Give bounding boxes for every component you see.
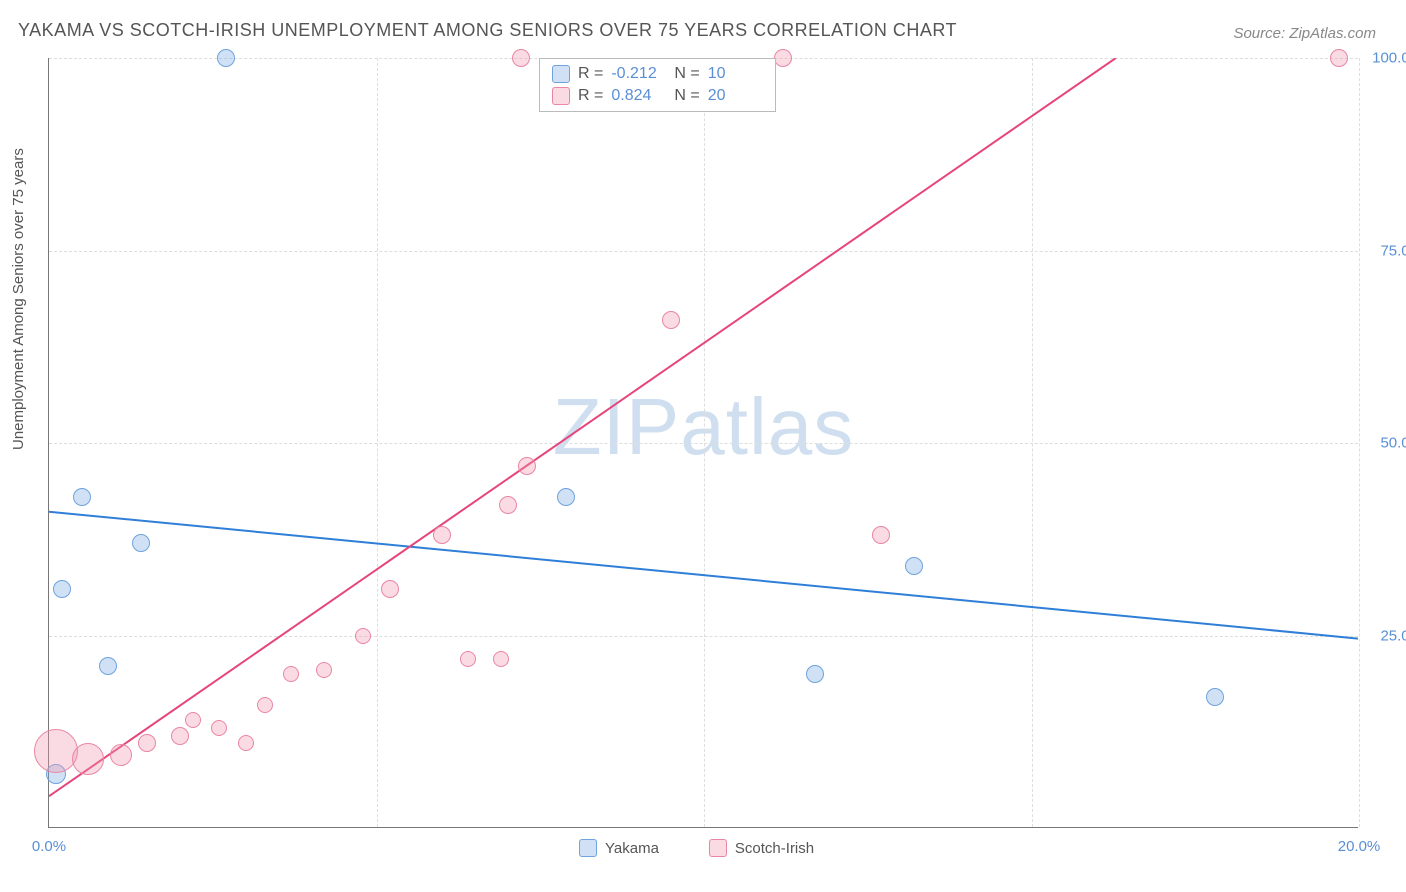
data-point (381, 580, 399, 598)
data-point (557, 488, 575, 506)
stats-r-value: -0.212 (611, 65, 666, 83)
x-tick-label: 0.0% (32, 838, 66, 855)
data-point (1206, 688, 1224, 706)
data-point (53, 580, 71, 598)
data-point (1330, 49, 1348, 67)
data-point (493, 651, 509, 667)
data-point (512, 49, 530, 67)
data-point (73, 488, 91, 506)
data-point (355, 628, 371, 644)
data-point (211, 720, 227, 736)
data-point (217, 49, 235, 67)
data-point (872, 526, 890, 544)
stats-row: R = -0.212 N = 10 (552, 63, 763, 85)
data-point (34, 729, 78, 773)
y-axis-label: Unemployment Among Seniors over 75 years (10, 148, 27, 450)
stats-row: R = 0.824 N = 20 (552, 85, 763, 107)
data-point (185, 712, 201, 728)
data-point (257, 697, 273, 713)
series-swatch (552, 65, 570, 83)
gridline-v (377, 58, 378, 827)
stats-box: R = -0.212 N = 10 R = 0.824 N = 20 (539, 58, 776, 112)
source-label: Source: ZipAtlas.com (1233, 25, 1376, 42)
data-point (499, 496, 517, 514)
stats-n-label: N = (674, 65, 699, 83)
y-tick-label: 75.0% (1380, 242, 1406, 259)
data-point (283, 666, 299, 682)
data-point (518, 457, 536, 475)
legend-item: Yakama (579, 839, 659, 857)
y-tick-label: 50.0% (1380, 435, 1406, 452)
data-point (905, 557, 923, 575)
data-point (99, 657, 117, 675)
legend-item: Scotch-Irish (709, 839, 814, 857)
stats-r-value: 0.824 (611, 87, 666, 105)
legend: Yakama Scotch-Irish (579, 839, 814, 857)
stats-n-label: N = (674, 87, 699, 105)
data-point (132, 534, 150, 552)
stats-n-value: 10 (708, 65, 763, 83)
legend-label: Scotch-Irish (735, 840, 814, 857)
data-point (72, 743, 104, 775)
watermark-zip: ZIP (553, 382, 680, 471)
stats-r-label: R = (578, 87, 603, 105)
data-point (460, 651, 476, 667)
stats-n-value: 20 (708, 87, 763, 105)
data-point (110, 744, 132, 766)
y-tick-label: 25.0% (1380, 627, 1406, 644)
watermark-atlas: atlas (680, 382, 854, 471)
trend-line (49, 58, 1116, 796)
data-point (662, 311, 680, 329)
legend-swatch (579, 839, 597, 857)
y-tick-label: 100.0% (1372, 50, 1406, 67)
x-tick-label: 20.0% (1338, 838, 1381, 855)
data-point (806, 665, 824, 683)
legend-label: Yakama (605, 840, 659, 857)
data-point (774, 49, 792, 67)
chart-title: YAKAMA VS SCOTCH-IRISH UNEMPLOYMENT AMON… (18, 20, 957, 41)
data-point (171, 727, 189, 745)
legend-swatch (709, 839, 727, 857)
gridline-v (704, 58, 705, 827)
data-point (238, 735, 254, 751)
data-point (433, 526, 451, 544)
plot-area: ZIPatlas 25.0%50.0%75.0%100.0%0.0%20.0% … (48, 58, 1358, 828)
data-point (138, 734, 156, 752)
gridline-v (1032, 58, 1033, 827)
data-point (316, 662, 332, 678)
stats-r-label: R = (578, 65, 603, 83)
gridline-v (1359, 58, 1360, 827)
series-swatch (552, 87, 570, 105)
